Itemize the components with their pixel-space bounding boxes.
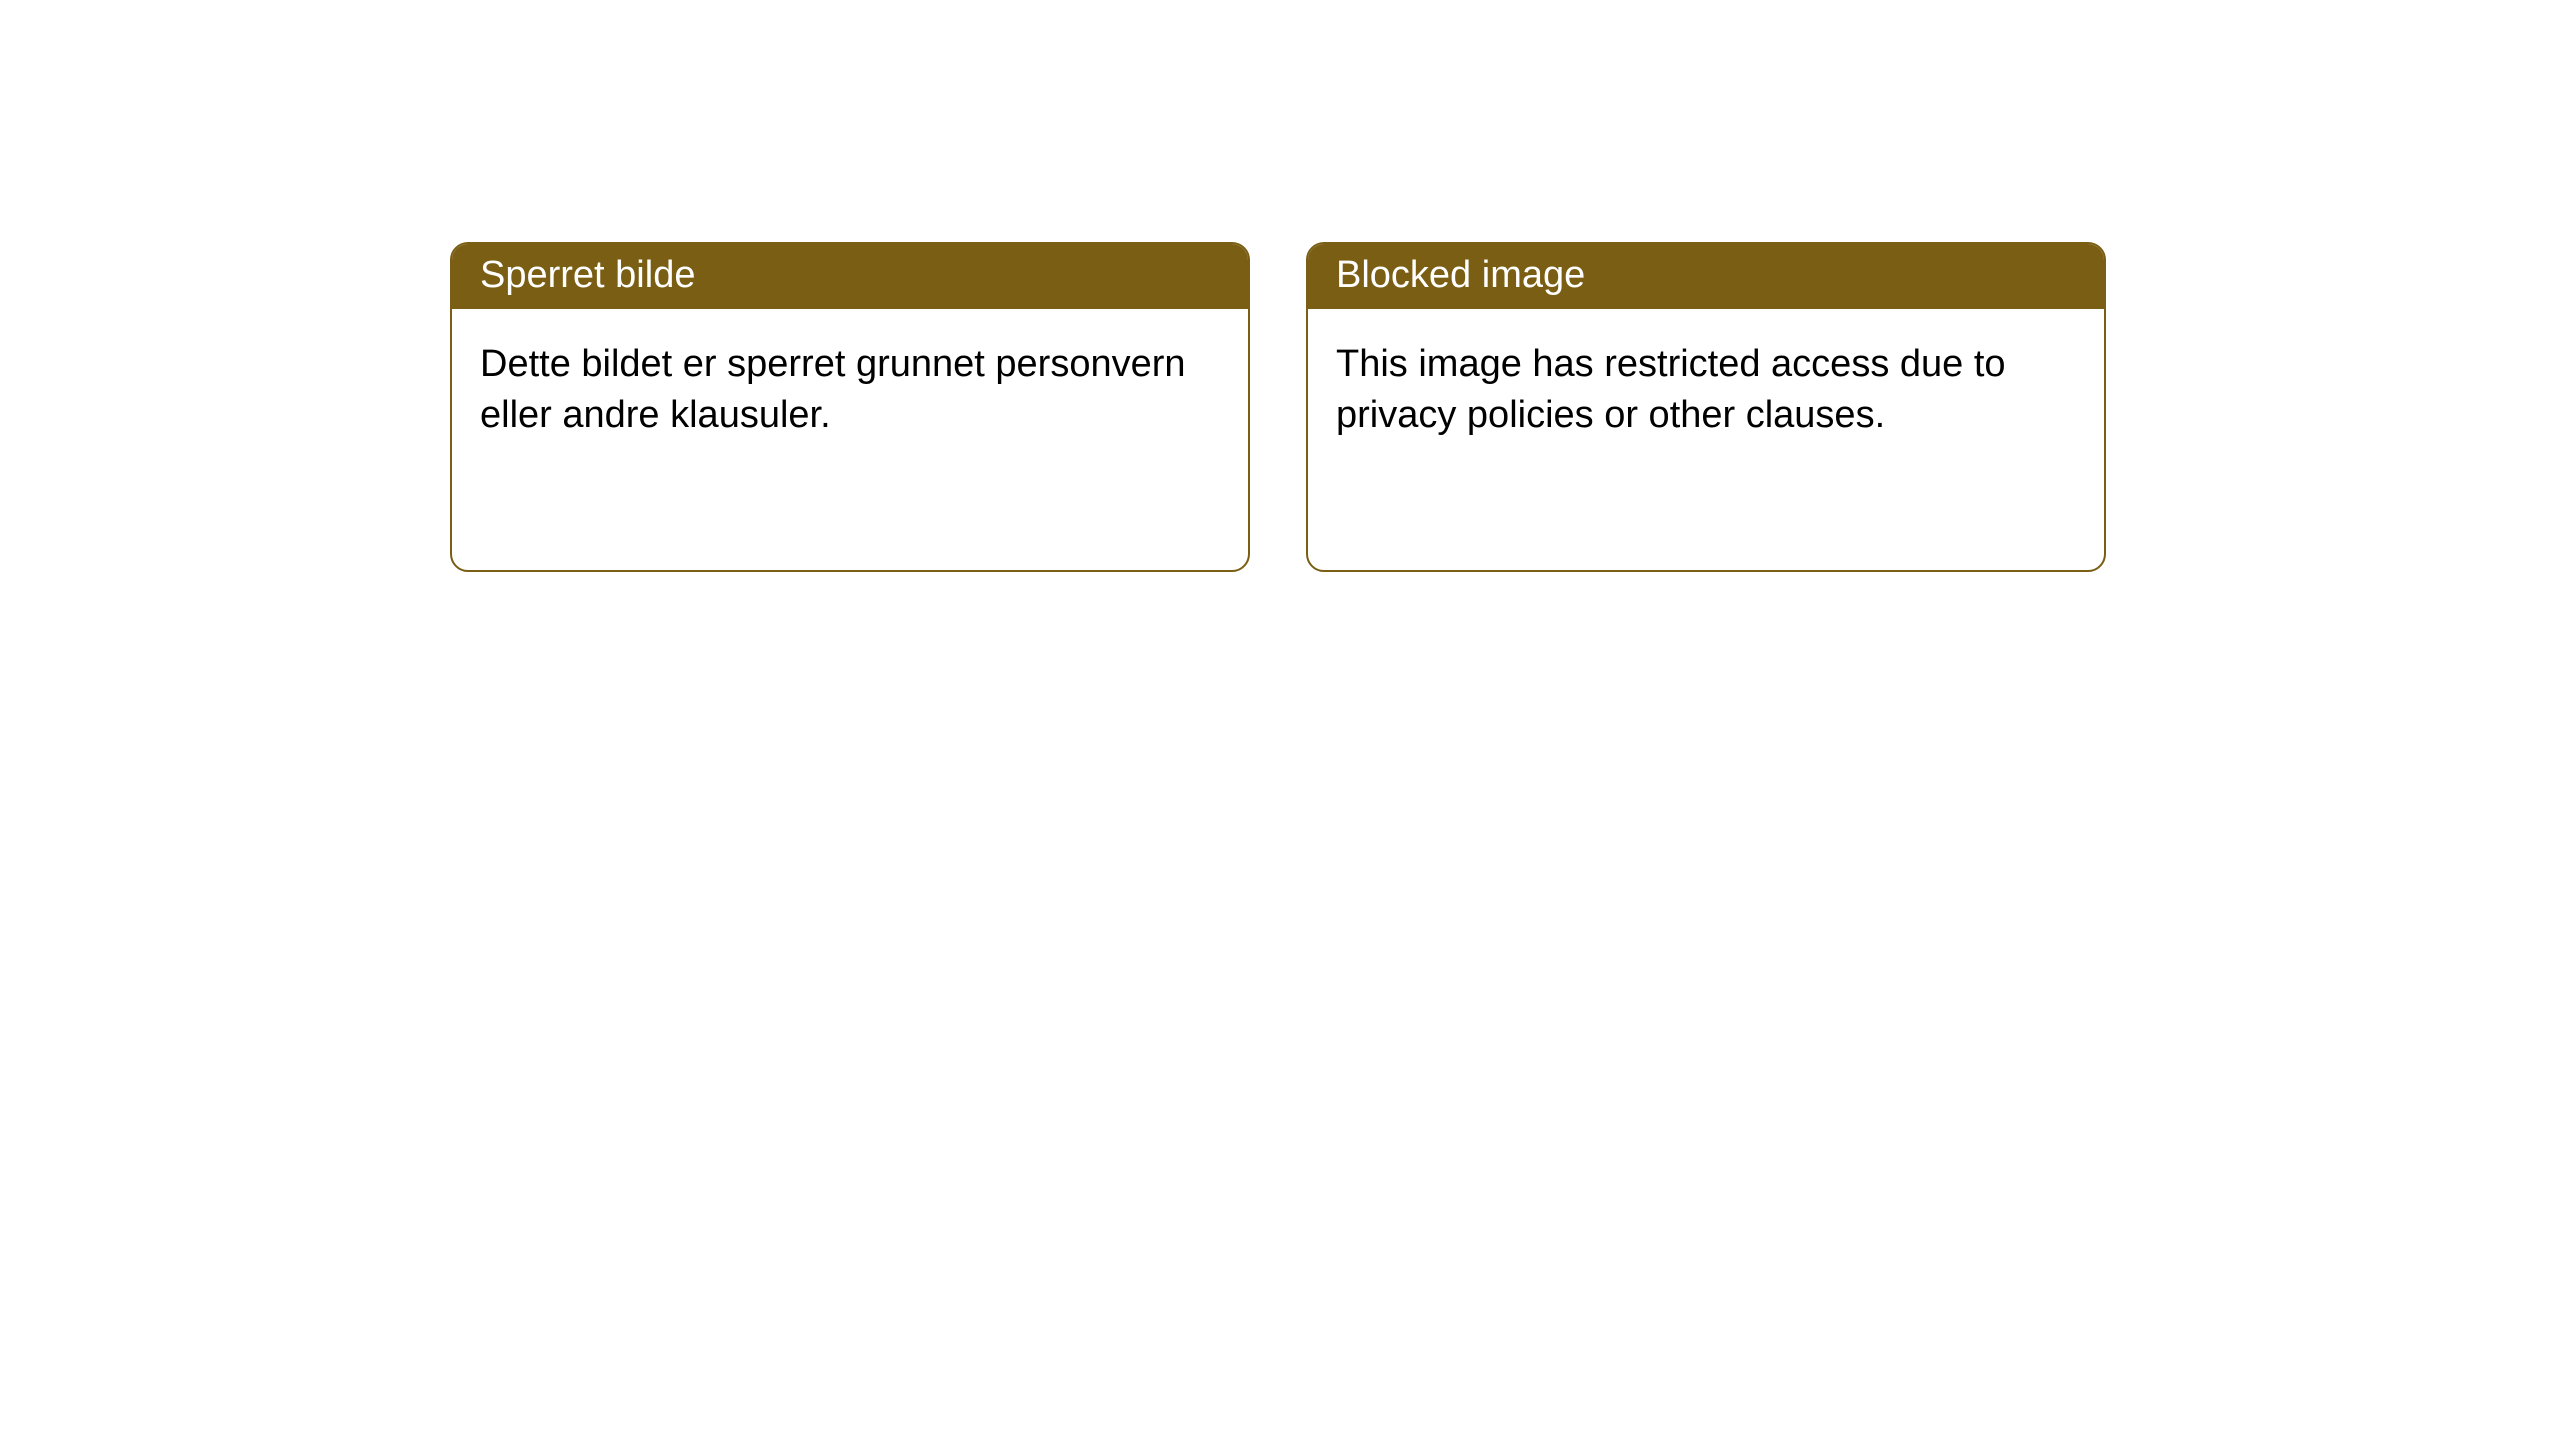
notice-container: Sperret bilde Dette bildet er sperret gr…	[450, 242, 2106, 572]
card-message-no: Dette bildet er sperret grunnet personve…	[480, 343, 1186, 436]
blocked-image-card-en: Blocked image This image has restricted …	[1306, 242, 2106, 572]
card-body-no: Dette bildet er sperret grunnet personve…	[452, 309, 1248, 472]
blocked-image-card-no: Sperret bilde Dette bildet er sperret gr…	[450, 242, 1250, 572]
card-message-en: This image has restricted access due to …	[1336, 343, 2006, 436]
card-title-no: Sperret bilde	[480, 254, 695, 296]
card-header-no: Sperret bilde	[452, 244, 1248, 309]
card-header-en: Blocked image	[1308, 244, 2104, 309]
card-title-en: Blocked image	[1336, 254, 1585, 296]
card-body-en: This image has restricted access due to …	[1308, 309, 2104, 472]
